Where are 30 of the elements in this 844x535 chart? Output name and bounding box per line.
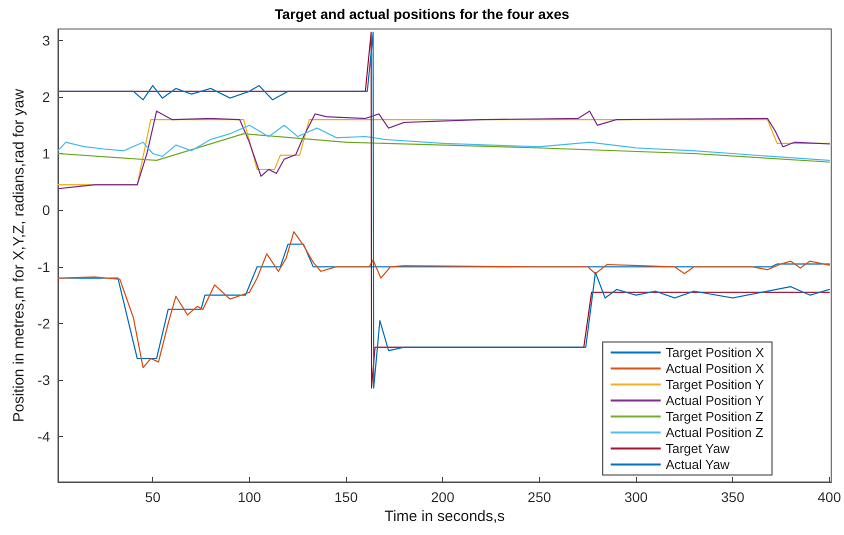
legend-label: Target Position X [666,345,764,360]
y-tick-label: 3 [42,32,50,48]
x-tick-label: 100 [238,489,262,505]
legend-label: Target Yaw [666,441,730,456]
y-axis-title: Position in metres,m for X,Y,Z, radians,rad for yaw [10,88,28,422]
legend-label: Target Position Y [666,377,764,392]
x-tick-label: 350 [720,489,745,505]
legend-label: Actual Position Y [666,393,764,408]
line-series [57,133,830,163]
line-series [57,110,830,190]
x-axis-title: Time in seconds,s [384,508,505,525]
y-tick-label: -3 [38,372,50,388]
x-tick-label: 200 [431,489,455,505]
legend-label: Target Position Z [666,409,764,424]
legend-label: Actual Position X [666,361,764,376]
y-tick-label: 0 [42,202,50,218]
y-tick-label: -1 [38,258,50,275]
x-tick-label: 300 [624,489,648,505]
x-tick-label: 150 [334,489,358,505]
y-tick-label: -2 [38,315,50,332]
line-series [57,124,830,161]
y-tick-label: -4 [38,428,50,445]
x-tick-label: 50 [144,489,161,505]
legend-label: Actual Yaw [666,457,730,472]
y-tick-label: 2 [42,88,50,105]
y-tick-label: 1 [42,146,50,162]
x-tick-label: 400 [818,489,842,505]
legend-label: Actual Position Z [666,425,764,440]
x-tick-label: 250 [528,489,552,505]
chart-title: Target and actual positions for the four axes [274,6,570,22]
